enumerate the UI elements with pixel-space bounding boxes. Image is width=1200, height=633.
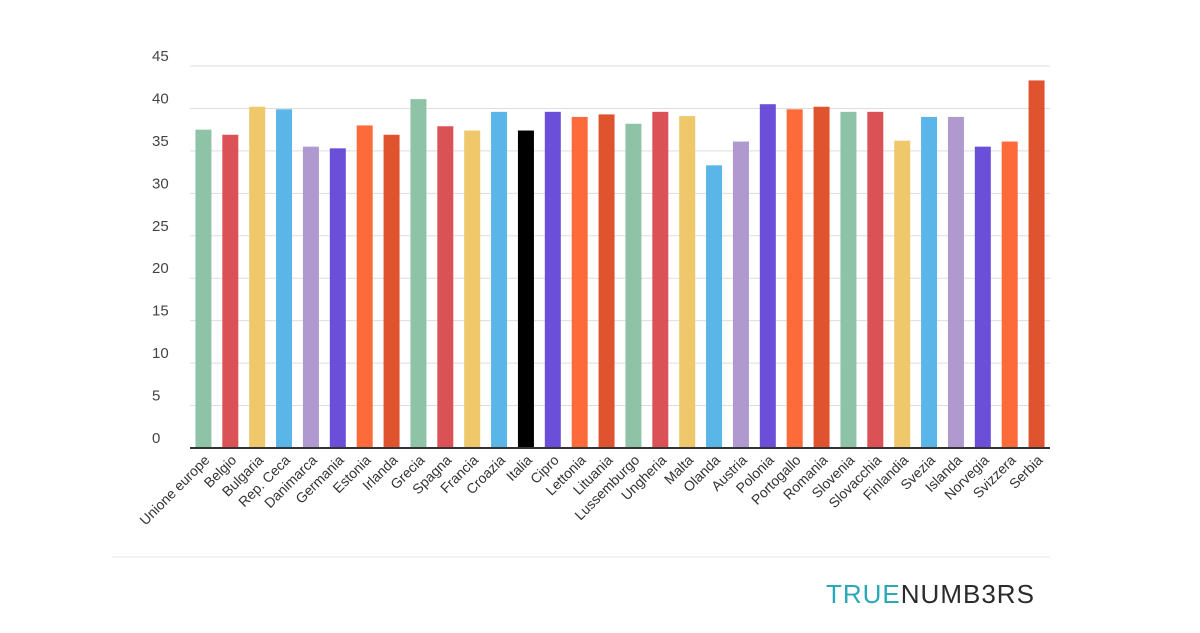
y-tick-label: 40 bbox=[152, 90, 169, 107]
bar bbox=[894, 140, 911, 448]
bar bbox=[276, 109, 293, 448]
bar bbox=[652, 111, 669, 448]
bar bbox=[249, 106, 266, 448]
bar bbox=[517, 130, 534, 448]
bar bbox=[491, 111, 508, 448]
bar bbox=[921, 116, 938, 449]
y-axis-ticks: 0 5 10 15 20 25 30 35 40 45 bbox=[152, 48, 169, 447]
bar bbox=[1028, 80, 1045, 449]
brand-logo: TRUENUMB3RS bbox=[826, 579, 1035, 610]
y-tick-label: 45 bbox=[152, 48, 169, 65]
bars bbox=[195, 80, 1045, 449]
bar bbox=[813, 106, 830, 448]
y-tick-label: 30 bbox=[152, 175, 169, 192]
bar bbox=[786, 109, 803, 448]
y-tick-label: 15 bbox=[152, 303, 169, 320]
bar bbox=[356, 125, 373, 449]
gridlines bbox=[190, 65, 1050, 407]
bar bbox=[732, 141, 749, 449]
y-tick-label: 35 bbox=[152, 133, 169, 150]
bar bbox=[947, 116, 964, 449]
x-tick-label: Unione europe bbox=[136, 452, 212, 528]
bar bbox=[302, 146, 319, 448]
y-tick-label: 0 bbox=[152, 430, 160, 447]
bar bbox=[625, 123, 642, 448]
bar bbox=[222, 134, 239, 448]
y-tick-label: 10 bbox=[152, 345, 169, 362]
bar bbox=[410, 99, 427, 449]
bar bbox=[329, 148, 346, 448]
bar bbox=[867, 111, 884, 448]
y-tick-label: 20 bbox=[152, 260, 169, 277]
bar bbox=[840, 111, 857, 448]
bar bbox=[383, 134, 400, 448]
bar bbox=[974, 146, 991, 448]
bar bbox=[437, 126, 454, 449]
bar bbox=[464, 130, 481, 448]
bar bbox=[706, 165, 723, 448]
y-tick-label: 25 bbox=[152, 218, 169, 235]
y-tick-label: 5 bbox=[152, 388, 160, 405]
bar bbox=[759, 104, 776, 448]
bar bbox=[195, 129, 212, 449]
bar bbox=[598, 114, 615, 448]
bar bbox=[679, 116, 696, 448]
bar bbox=[571, 116, 588, 449]
brand-logo-part1: TRUE bbox=[826, 579, 901, 609]
bar bbox=[1001, 141, 1018, 449]
bar bbox=[544, 111, 561, 448]
brand-logo-part2: NUMB3RS bbox=[900, 579, 1035, 609]
